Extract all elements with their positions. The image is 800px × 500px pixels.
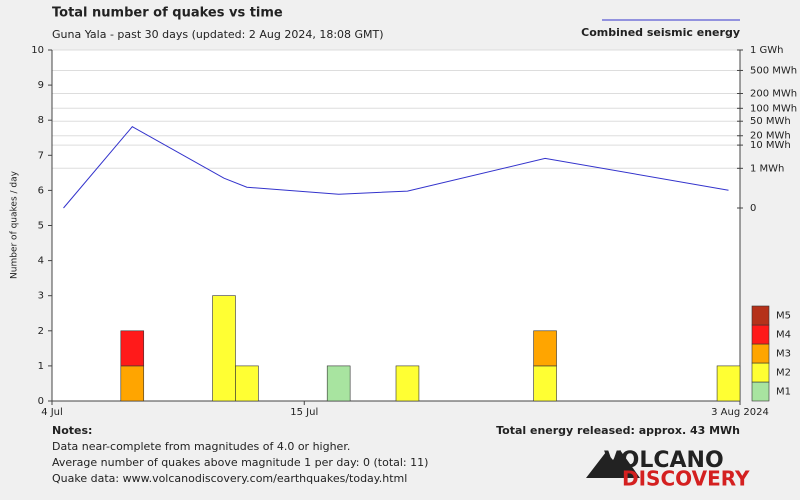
chart-subtitle: Guna Yala - past 30 days (updated: 2 Aug…: [52, 28, 384, 41]
y2-tick-label: 10 MWh: [750, 140, 791, 151]
legend-swatch: [751, 343, 770, 364]
bar-segment: [533, 365, 557, 402]
legend-swatch: [751, 305, 770, 326]
x-tick-label: 3 Aug 2024: [711, 407, 769, 418]
legend-swatch: [751, 362, 770, 383]
y2-tick-label: 100 MWh: [750, 103, 797, 114]
legend-label: Combined seismic energy: [581, 26, 740, 39]
legend-swatch: [751, 324, 770, 345]
y2-tick-label: 1 GWh: [750, 45, 784, 56]
energy-line: [63, 126, 729, 209]
total-energy: Total energy released: approx. 43 MWh: [496, 424, 740, 437]
bar-segment: [533, 330, 557, 367]
y2-tick-label: 50 MWh: [750, 116, 791, 127]
legend-label: M4: [776, 330, 791, 341]
legend-swatch: [751, 381, 770, 402]
y2-tick-label: 20 MWh: [750, 131, 791, 142]
y-tick-label: 0: [38, 396, 44, 407]
logo-icon: [586, 450, 640, 478]
y-axis-label: Number of quakes / day: [10, 170, 20, 279]
y-tick-label: 6: [38, 185, 44, 196]
y-tick-label: 4: [38, 256, 44, 267]
y2-tick-label: 200 MWh: [750, 88, 797, 99]
bar-segment: [326, 365, 351, 402]
bar-segment: [395, 365, 420, 402]
y-tick-label: 3: [38, 291, 44, 302]
bar-segment: [120, 365, 145, 402]
plot-area: [52, 50, 740, 401]
note: Average number of quakes above magnitude…: [52, 456, 428, 469]
logo-text: DISCOVERY: [622, 467, 750, 491]
bar-segment: [716, 365, 741, 402]
y2-tick-label: 500 MWh: [750, 65, 797, 76]
bar-segment: [120, 330, 145, 367]
chart-title: Total number of quakes vs time: [52, 6, 283, 21]
note: Data near-complete from magnitudes of 4.…: [52, 440, 350, 453]
legend-label: M2: [776, 368, 791, 379]
y-tick-label: 1: [38, 361, 44, 372]
y-tick-label: 5: [38, 221, 44, 232]
legend-label: M5: [776, 311, 791, 322]
legend-label: M1: [776, 387, 791, 398]
legend-label: M3: [776, 349, 791, 360]
logo-text: VOLCANO: [604, 448, 724, 473]
bar-segment: [212, 295, 236, 402]
x-tick-label: 15 Jul: [290, 407, 318, 418]
y-tick-label: 9: [38, 80, 44, 91]
y2-tick-label: 0: [750, 203, 756, 214]
y2-tick-label: 1 MWh: [750, 163, 784, 174]
y-tick-label: 7: [38, 150, 44, 161]
y-tick-label: 2: [38, 326, 44, 337]
y-tick-label: 8: [38, 115, 44, 126]
y-tick-label: 10: [31, 45, 44, 56]
x-tick-label: 4 Jul: [41, 407, 63, 418]
bar-segment: [235, 365, 259, 402]
note: Quake data: www.volcanodiscovery.com/ear…: [52, 472, 407, 485]
notes-title: Notes:: [52, 424, 92, 437]
